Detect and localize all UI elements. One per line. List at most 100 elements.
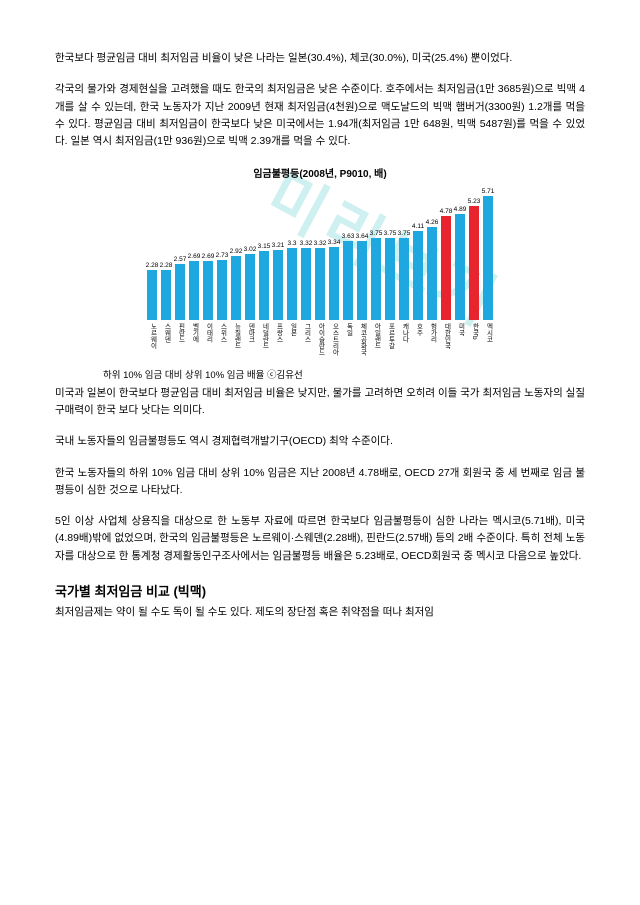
bar-column: 2.28 스웨덴 xyxy=(160,262,172,360)
bar-column: 3.75 아일랜드 xyxy=(370,230,382,360)
bar xyxy=(259,251,269,319)
bar-column: 2.28 노르웨이 xyxy=(146,262,158,360)
bar-value-label: 3.32 xyxy=(314,240,327,247)
bar-value-label: 2.28 xyxy=(160,262,173,269)
bar-value-label: 3.3 xyxy=(287,240,296,247)
bar xyxy=(427,227,437,319)
bar-value-label: 2.69 xyxy=(202,253,215,260)
bar xyxy=(371,238,381,319)
bar xyxy=(203,261,213,319)
bar-value-label: 3.75 xyxy=(398,230,411,237)
chart-title: 임금불평등(2008년, P9010, 배) xyxy=(253,165,386,180)
bar xyxy=(385,238,395,319)
bar-column: 4.11 호주 xyxy=(412,223,424,361)
bar-column: 2.73 스위스 xyxy=(216,252,228,360)
bar xyxy=(329,247,339,319)
bar xyxy=(469,206,479,319)
bar-category-label: 벨기에 xyxy=(189,323,199,361)
bar xyxy=(413,231,423,320)
bar-category-label: 대한민국 xyxy=(441,323,451,361)
bar-column: 4.78 대한민국 xyxy=(440,208,452,361)
bar-column: 2.69 이태리 xyxy=(202,253,214,360)
bar xyxy=(273,250,283,320)
bar-category-label: 캐나다 xyxy=(399,323,409,361)
bar-column: 2.69 벨기에 xyxy=(188,253,200,360)
bar xyxy=(175,264,185,320)
bar-value-label: 3.64 xyxy=(356,233,369,240)
bar xyxy=(231,256,241,319)
bar-column: 3.32그리스 xyxy=(300,240,312,361)
bar xyxy=(357,241,367,320)
bar-category-label: 이태리 xyxy=(203,323,213,361)
bar-column: 3.32 아이슬란드 xyxy=(314,240,326,361)
chart-caption: 하위 10% 임금 대비 상위 10% 임금 배율 ⓒ김유선 xyxy=(55,367,303,381)
bar-category-label: 핀란드 xyxy=(175,323,185,361)
bar-value-label: 3.34 xyxy=(328,239,341,246)
bar-category-label: 호주 xyxy=(413,323,423,361)
wage-inequality-chart: 임금불평등(2008년, P9010, 배) 2.28노르웨이2.28스웨덴2.… xyxy=(55,165,585,381)
bar xyxy=(287,248,297,320)
bar-value-label: 3.63 xyxy=(342,233,355,240)
bar-column: 3.21 프랑스 xyxy=(272,242,284,361)
bar-column: 3.63 독일 xyxy=(342,233,354,361)
paragraph-5: 한국 노동자들의 하위 10% 임금 대비 상위 10% 임금은 지난 2008… xyxy=(55,465,585,500)
bar-value-label: 2.28 xyxy=(146,262,159,269)
bar-category-label: 프랑스 xyxy=(273,323,283,361)
bar-category-label: 체코공화국 xyxy=(357,323,367,361)
paragraph-2: 각국의 물가와 경제현실을 고려했을 때도 한국의 최저임금은 낮은 수준이다.… xyxy=(55,81,585,150)
paragraph-3: 미국과 일본이 한국보다 평균임금 대비 최저임금 비율은 낮지만, 물가를 고… xyxy=(55,385,585,420)
section-heading: 국가별 최저임금 비교 (빅맥) xyxy=(55,581,585,600)
bar-column: 3.75포르투갈 xyxy=(384,230,396,360)
paragraph-1: 한국보다 평균임금 대비 최저임금 비율이 낮은 나라는 일본(30.4%), … xyxy=(55,50,585,67)
bar-column: 5.23 한국b xyxy=(468,198,480,360)
bar xyxy=(441,216,451,320)
bar-value-label: 4.26 xyxy=(426,219,439,226)
bar-value-label: 3.75 xyxy=(384,230,397,237)
bar-value-label: 2.73 xyxy=(216,252,229,259)
bar-category-label: 독일 xyxy=(343,323,353,361)
bar-value-label: 3.02 xyxy=(244,246,257,253)
chart-bars-area: 2.28노르웨이2.28스웨덴2.57핀란드2.69벨기에2.69이태리2.73… xyxy=(130,186,510,361)
paragraph-6: 5인 이상 사업체 상용직을 대상으로 한 노동부 자료에 따르면 한국보다 임… xyxy=(55,513,585,565)
bar xyxy=(301,248,311,320)
bar xyxy=(147,270,157,319)
bar-value-label: 2.57 xyxy=(174,256,187,263)
bar xyxy=(343,241,353,320)
bar-value-label: 4.78 xyxy=(440,208,453,215)
bar-category-label: 뉴질랜드 xyxy=(231,323,241,361)
bar-column: 5.71멕시코 xyxy=(482,188,494,361)
bar-category-label: 네덜란드 xyxy=(259,323,269,361)
bar-category-label: 한국b xyxy=(469,323,479,361)
bar-category-label: 헝가리 xyxy=(427,323,437,361)
bar-value-label: 4.89 xyxy=(454,206,467,213)
bar xyxy=(399,238,409,319)
bar-category-label: 스위스 xyxy=(217,323,227,361)
bar-column: 2.57 핀란드 xyxy=(174,256,186,361)
bar xyxy=(161,270,171,319)
bar-column: 2.92뉴질랜드 xyxy=(230,248,242,360)
bar-category-label: 스웨덴 xyxy=(161,323,171,361)
bar-category-label: 아이슬란드 xyxy=(315,323,325,361)
bar-category-label: 덴마크 xyxy=(245,323,255,361)
bar-value-label: 3.21 xyxy=(272,242,285,249)
bar xyxy=(315,248,325,320)
bar-value-label: 4.11 xyxy=(412,223,424,230)
bar-category-label: 노르웨이 xyxy=(147,323,157,361)
bar-category-label: 멕시코 xyxy=(483,323,493,361)
bar xyxy=(483,196,493,320)
bar-column: 3.34 오스트리아 xyxy=(328,239,340,360)
bar-value-label: 5.23 xyxy=(468,198,481,205)
bar-category-label: 아일랜드 xyxy=(371,323,381,361)
bar-category-label: 미국 xyxy=(455,323,465,361)
bar-column: 3.64 체코공화국 xyxy=(356,233,368,361)
bar-category-label: 그리스 xyxy=(301,323,311,361)
bar xyxy=(217,260,227,319)
bar-value-label: 2.69 xyxy=(188,253,201,260)
bar xyxy=(245,254,255,319)
bar-category-label: 오스트리아 xyxy=(329,323,339,361)
bar-value-label: 3.15 xyxy=(258,243,271,250)
bar-column: 3.15 네덜란드 xyxy=(258,243,270,360)
bar xyxy=(189,261,199,319)
bar-value-label: 3.75 xyxy=(370,230,383,237)
bar-column: 3.75 캐나다 xyxy=(398,230,410,360)
